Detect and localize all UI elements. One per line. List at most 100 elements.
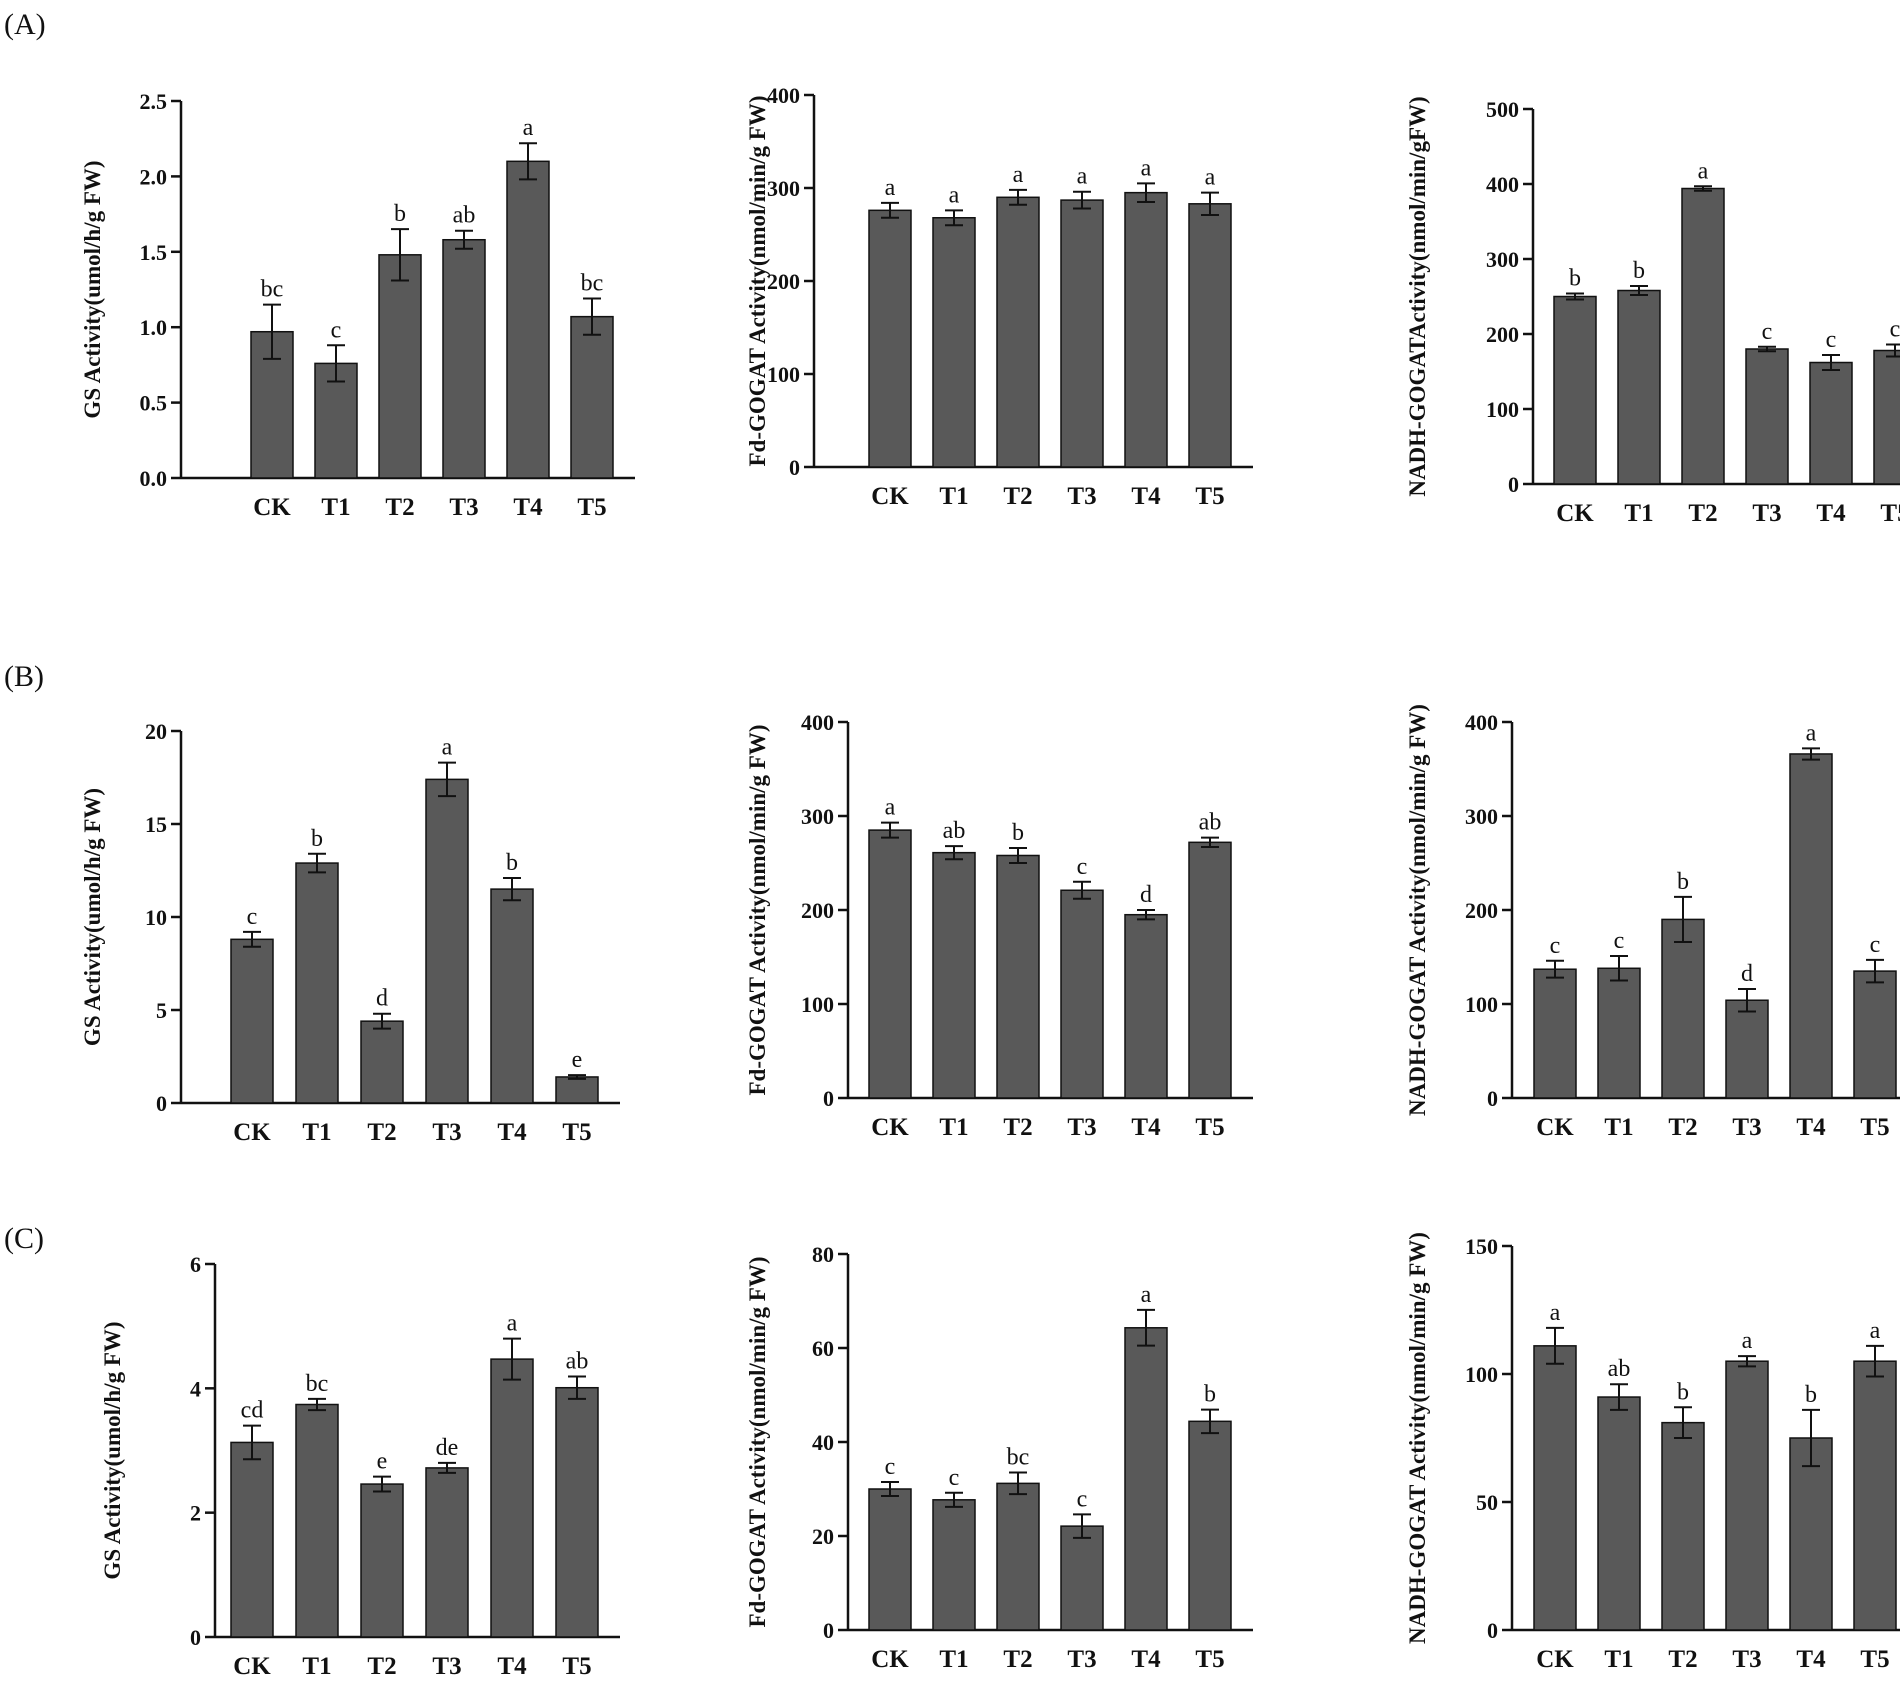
x-tick-label: T5 — [1860, 1646, 1889, 1673]
bar — [1725, 1360, 1769, 1631]
significance-label: a — [1141, 155, 1152, 181]
x-tick-label: T3 — [1067, 483, 1096, 510]
significance-label: a — [1742, 1328, 1753, 1354]
bar — [1873, 349, 1900, 485]
bar — [1124, 191, 1168, 468]
x-tick-label: T5 — [1195, 1646, 1224, 1673]
y-tick-label: 80 — [812, 1242, 834, 1267]
significance-label: bc — [261, 277, 284, 303]
bar — [1533, 968, 1577, 1099]
x-tick-label: T3 — [449, 494, 478, 521]
bar — [1745, 348, 1789, 485]
x-tick-label: CK — [1536, 1114, 1574, 1141]
significance-label: b — [1012, 820, 1024, 846]
y-tick-label: 1.0 — [140, 315, 168, 340]
bar — [555, 1076, 599, 1104]
significance-label: a — [1806, 720, 1817, 746]
significance-label: b — [1204, 1382, 1216, 1408]
x-tick-label: CK — [1536, 1646, 1574, 1673]
chart-c-fd: 0 20 40 60 80 Fd-GOGAT Activity(nmol/min/g FW… — [745, 1242, 1253, 1673]
panel-label-b: (B) — [4, 660, 44, 693]
bar — [506, 160, 550, 479]
y-tick-label: 400 — [767, 83, 800, 108]
significance-label: a — [885, 175, 896, 201]
x-tick-label: T5 — [1195, 1114, 1224, 1141]
bar — [1809, 361, 1853, 485]
significance-label: b — [506, 850, 518, 876]
y-tick-label: 300 — [1486, 247, 1519, 272]
significance-label: bc — [1007, 1445, 1030, 1471]
x-tick-label: T5 — [1880, 500, 1900, 527]
y-tick-label: 50 — [1476, 1490, 1498, 1515]
y-tick-label: 0 — [789, 455, 800, 480]
bar — [868, 1488, 912, 1631]
y-tick-label: 0 — [823, 1618, 834, 1643]
x-tick-label: T3 — [432, 1119, 461, 1146]
significance-label: d — [376, 986, 388, 1012]
y-axis-title: Fd-GOGAT Activity(nmol/min/g FW) — [745, 1257, 770, 1628]
y-tick-label: 2 — [190, 1501, 201, 1526]
significance-label: de — [436, 1435, 459, 1461]
bar — [295, 862, 339, 1104]
bar — [295, 1403, 339, 1638]
y-tick-label: 20 — [145, 719, 167, 744]
significance-label: b — [311, 826, 323, 852]
bar — [932, 217, 976, 468]
significance-label: a — [1870, 1318, 1881, 1344]
bar — [1661, 918, 1705, 1099]
significance-label: a — [523, 115, 534, 141]
significance-label: a — [949, 182, 960, 208]
y-tick-label: 4 — [190, 1376, 201, 1401]
y-tick-label: 400 — [801, 710, 834, 735]
significance-label: a — [885, 795, 896, 821]
bar — [425, 778, 469, 1104]
y-tick-label: 200 — [1486, 322, 1519, 347]
x-tick-label: T4 — [1796, 1646, 1826, 1673]
x-tick-label: CK — [233, 1119, 271, 1146]
bar — [314, 362, 358, 479]
y-tick-label: 300 — [801, 804, 834, 829]
significance-label: a — [442, 735, 453, 761]
y-tick-label: 0.0 — [140, 466, 168, 491]
bar — [230, 938, 274, 1104]
y-tick-label: 100 — [801, 992, 834, 1017]
bar — [425, 1467, 469, 1638]
bar — [1725, 999, 1769, 1099]
panel-label-a: (A) — [4, 8, 46, 41]
y-axis-title: GS Activity(umol/h/g FW) — [100, 1321, 125, 1579]
x-tick-label: T4 — [513, 494, 543, 521]
bar — [442, 238, 486, 479]
y-tick-label: 500 — [1486, 97, 1519, 122]
x-tick-label: T1 — [1604, 1646, 1633, 1673]
x-tick-label: T2 — [385, 494, 414, 521]
significance-label: a — [1550, 1300, 1561, 1326]
y-tick-label: 200 — [801, 898, 834, 923]
significance-label: d — [1140, 882, 1152, 908]
x-tick-label: T3 — [1067, 1114, 1096, 1141]
x-tick-label: CK — [871, 1114, 909, 1141]
y-tick-label: 150 — [1465, 1234, 1498, 1259]
significance-label: c — [949, 1465, 960, 1491]
significance-label: a — [1077, 164, 1088, 190]
significance-label: c — [1077, 1486, 1088, 1512]
y-tick-label: 15 — [145, 812, 167, 837]
significance-label: a — [1205, 165, 1216, 191]
x-tick-label: T3 — [1067, 1646, 1096, 1673]
y-axis-title: GS Activity(umol/h/g FW) — [80, 160, 105, 418]
y-tick-label: 60 — [812, 1336, 834, 1361]
bar — [230, 1441, 274, 1638]
bar — [868, 829, 912, 1099]
y-tick-label: 300 — [1465, 804, 1498, 829]
y-axis-title: GS Activity(umol/h/g FW) — [80, 788, 105, 1046]
bar — [360, 1020, 404, 1104]
bar — [490, 888, 534, 1104]
y-tick-label: 100 — [767, 362, 800, 387]
x-tick-label: T2 — [1003, 483, 1032, 510]
x-tick-label: T4 — [1131, 483, 1161, 510]
bar — [490, 1358, 534, 1638]
significance-label: ab — [1199, 810, 1222, 836]
x-tick-label: T4 — [1131, 1114, 1161, 1141]
significance-label: a — [1141, 1282, 1152, 1308]
x-tick-label: T1 — [939, 1114, 968, 1141]
